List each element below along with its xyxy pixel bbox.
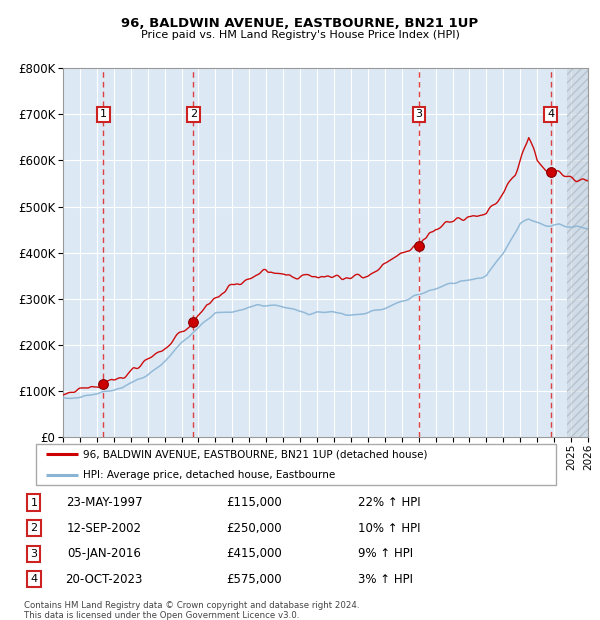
Text: £415,000: £415,000 [226, 547, 282, 560]
Text: 3: 3 [31, 549, 37, 559]
Text: 9% ↑ HPI: 9% ↑ HPI [358, 547, 413, 560]
Text: 23-MAY-1997: 23-MAY-1997 [66, 496, 142, 509]
Text: 12-SEP-2002: 12-SEP-2002 [67, 521, 142, 534]
FancyBboxPatch shape [35, 444, 556, 485]
Text: 4: 4 [31, 574, 37, 584]
Text: This data is licensed under the Open Government Licence v3.0.: This data is licensed under the Open Gov… [24, 611, 299, 620]
Bar [567, 68, 588, 437]
Text: 96, BALDWIN AVENUE, EASTBOURNE, BN21 1UP (detached house): 96, BALDWIN AVENUE, EASTBOURNE, BN21 1UP… [83, 449, 428, 459]
Text: Price paid vs. HM Land Registry's House Price Index (HPI): Price paid vs. HM Land Registry's House … [140, 30, 460, 40]
Text: 3% ↑ HPI: 3% ↑ HPI [358, 573, 413, 586]
Text: £115,000: £115,000 [226, 496, 282, 509]
Text: 2: 2 [31, 523, 37, 533]
Text: 1: 1 [31, 498, 37, 508]
Text: £250,000: £250,000 [226, 521, 282, 534]
Text: 05-JAN-2016: 05-JAN-2016 [67, 547, 141, 560]
Text: 96, BALDWIN AVENUE, EASTBOURNE, BN21 1UP: 96, BALDWIN AVENUE, EASTBOURNE, BN21 1UP [121, 17, 479, 30]
Text: 22% ↑ HPI: 22% ↑ HPI [358, 496, 420, 509]
Text: 10% ↑ HPI: 10% ↑ HPI [358, 521, 420, 534]
Text: Contains HM Land Registry data © Crown copyright and database right 2024.: Contains HM Land Registry data © Crown c… [24, 601, 359, 611]
Text: 20-OCT-2023: 20-OCT-2023 [65, 573, 143, 586]
Text: £575,000: £575,000 [226, 573, 282, 586]
Text: 4: 4 [547, 109, 554, 119]
Text: HPI: Average price, detached house, Eastbourne: HPI: Average price, detached house, East… [83, 469, 335, 480]
Text: 1: 1 [100, 109, 107, 119]
Bar [567, 68, 588, 437]
Text: 2: 2 [190, 109, 197, 119]
Text: 3: 3 [415, 109, 422, 119]
